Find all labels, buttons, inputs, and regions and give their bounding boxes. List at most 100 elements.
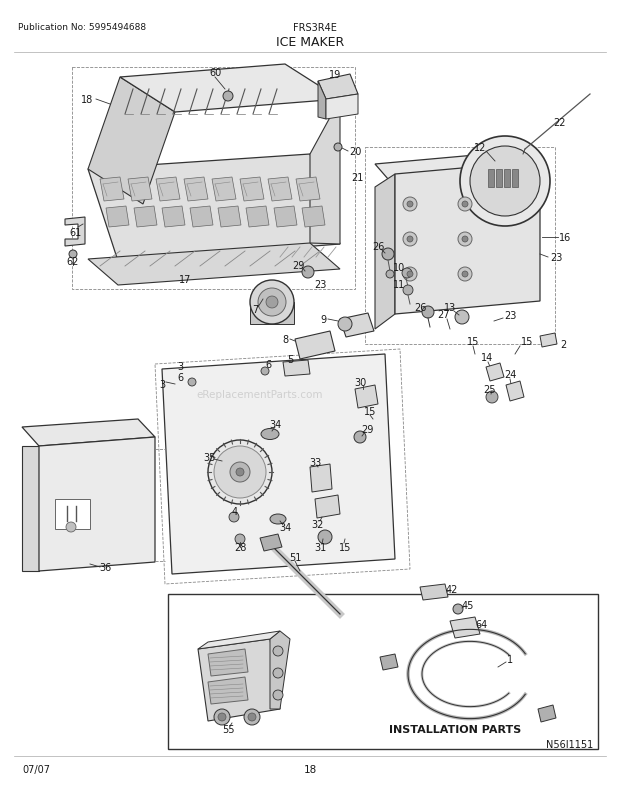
Polygon shape [65,217,85,247]
Polygon shape [106,207,129,228]
Text: 2: 2 [560,339,566,350]
Text: 64: 64 [476,619,488,630]
Polygon shape [420,585,448,600]
Polygon shape [184,178,208,202]
Text: Publication No: 5995494688: Publication No: 5995494688 [18,23,146,32]
Circle shape [403,286,413,296]
Polygon shape [208,649,248,676]
Polygon shape [162,354,395,574]
Circle shape [273,691,283,700]
Text: 22: 22 [554,118,566,128]
Polygon shape [315,496,340,518]
Polygon shape [246,207,269,228]
Text: 33: 33 [309,457,321,468]
Circle shape [453,604,463,614]
Polygon shape [296,178,320,202]
Circle shape [214,447,266,498]
Polygon shape [268,178,292,202]
Circle shape [458,233,472,247]
Bar [512,170,518,188]
Polygon shape [310,100,340,245]
Circle shape [214,709,230,725]
Text: 61: 61 [69,228,82,237]
Circle shape [407,202,413,208]
Text: 29: 29 [292,261,304,270]
Circle shape [470,147,540,217]
Circle shape [334,144,342,152]
Circle shape [69,251,77,259]
Circle shape [302,267,314,278]
Text: INSTALLATION PARTS: INSTALLATION PARTS [389,724,521,734]
Polygon shape [88,244,340,286]
Bar [504,170,510,188]
Circle shape [462,202,468,208]
Text: 15: 15 [467,337,479,346]
Text: 42: 42 [446,585,458,594]
Circle shape [250,281,294,325]
Text: 10: 10 [393,263,405,273]
Circle shape [208,440,272,504]
Text: 26: 26 [372,241,384,252]
Polygon shape [380,654,398,670]
Polygon shape [318,75,358,100]
Circle shape [229,512,239,522]
Circle shape [218,713,226,721]
Text: 14: 14 [481,353,493,363]
Circle shape [460,137,550,227]
Text: 3: 3 [159,379,165,390]
Text: 13: 13 [444,302,456,313]
Text: 55: 55 [222,724,234,734]
Text: 28: 28 [234,542,246,553]
Text: 20: 20 [349,147,361,157]
Circle shape [223,92,233,102]
Polygon shape [295,331,335,359]
Polygon shape [212,178,236,202]
Bar [55,500,90,529]
Circle shape [248,713,256,721]
Polygon shape [375,175,395,330]
Polygon shape [190,207,213,228]
Circle shape [407,237,413,243]
Polygon shape [506,382,524,402]
Text: eReplacementParts.com: eReplacementParts.com [197,390,323,399]
Polygon shape [274,207,297,228]
Text: 31: 31 [314,542,326,553]
Circle shape [338,318,352,331]
Circle shape [244,709,260,725]
Polygon shape [120,65,340,113]
Text: 19: 19 [329,70,341,80]
Polygon shape [218,207,241,228]
Text: 17: 17 [179,274,191,285]
Circle shape [486,391,498,403]
Text: 62: 62 [67,257,79,267]
Circle shape [422,306,434,318]
Text: 27: 27 [436,310,450,320]
Polygon shape [250,302,294,325]
Polygon shape [100,178,124,202]
Text: 11: 11 [393,280,405,290]
Circle shape [318,530,332,545]
Circle shape [455,310,469,325]
Bar [488,170,494,188]
Circle shape [402,269,412,278]
Ellipse shape [261,429,279,440]
Polygon shape [283,361,310,376]
Text: 36: 36 [99,562,111,573]
Polygon shape [340,314,374,338]
Text: 23: 23 [314,280,326,290]
Text: 4: 4 [232,506,238,516]
Polygon shape [22,447,39,571]
Text: 18: 18 [303,764,317,774]
Polygon shape [162,207,185,228]
Circle shape [188,379,196,387]
Polygon shape [134,207,157,228]
Text: 23: 23 [504,310,516,321]
Circle shape [403,233,417,247]
Circle shape [236,468,244,476]
Text: 25: 25 [484,384,496,395]
Polygon shape [198,631,280,649]
Polygon shape [326,95,358,119]
Polygon shape [39,437,155,571]
Circle shape [66,522,76,533]
Text: 6: 6 [177,373,183,383]
